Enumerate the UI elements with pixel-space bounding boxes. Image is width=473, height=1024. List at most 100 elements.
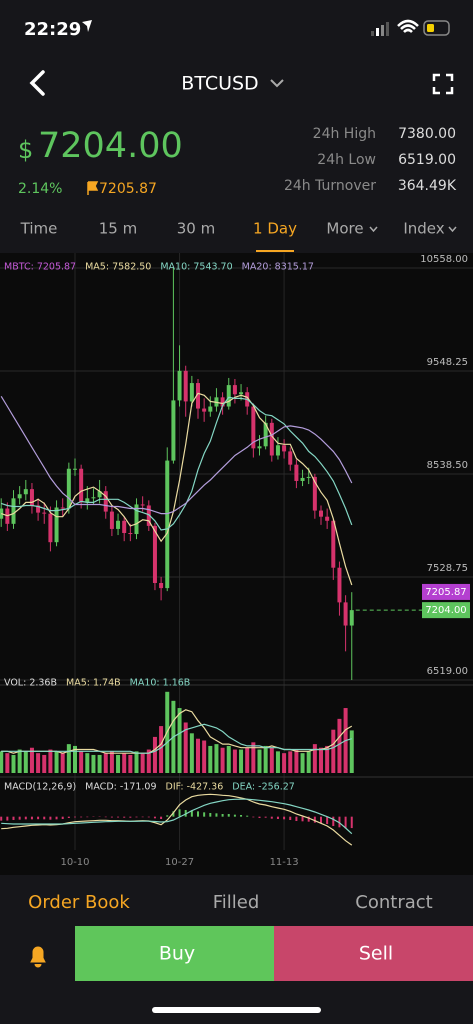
macd-bar — [61, 816, 64, 819]
candle-body — [294, 464, 299, 481]
ma-line — [1, 396, 353, 531]
bottom-tab[interactable]: Filled — [213, 892, 260, 913]
status-time: 22:29 — [24, 19, 81, 40]
indicator-legend: DEA: -256.27 — [232, 782, 295, 793]
candle-body — [54, 507, 59, 543]
bottom-tab[interactable]: Contract — [355, 892, 432, 913]
indicator-legend: DIF: -427.36 — [166, 782, 224, 793]
volume-bar — [331, 729, 336, 773]
buy-label[interactable]: Buy — [159, 943, 195, 965]
volume-bar — [263, 745, 268, 773]
macd-bar — [49, 816, 52, 820]
volume-bar — [251, 742, 256, 773]
candle-body — [11, 498, 16, 524]
tab-caret — [448, 226, 457, 233]
volume-bar — [275, 751, 280, 773]
macd-bar — [55, 816, 58, 820]
candle-body — [91, 497, 96, 499]
indicator-legend: MA5: 1.74B — [66, 678, 121, 689]
last-price: 7204.00 — [38, 126, 183, 166]
macd-bar — [141, 816, 144, 818]
volume-bar — [66, 744, 71, 773]
volume-bar — [134, 751, 139, 773]
alert-bell[interactable] — [30, 946, 46, 968]
volume-bar — [226, 745, 231, 773]
indicator-legend: MA10: 1.16B — [130, 678, 191, 689]
stat-value: 364.49K — [398, 178, 457, 194]
macd-bar — [117, 816, 120, 818]
stat-value: 7380.00 — [398, 126, 456, 142]
macd-bar — [338, 816, 341, 828]
volume-bar — [109, 751, 114, 773]
macd-bar — [209, 813, 212, 817]
mark-price-box — [422, 583, 470, 600]
y-tick-label: 9548.25 — [427, 357, 468, 368]
indicator-legend: MA20: 8315.17 — [242, 262, 314, 273]
candle-body — [337, 567, 342, 603]
symbol-caret[interactable] — [270, 79, 284, 88]
bottom-tab[interactable]: Order Book — [28, 892, 130, 913]
volume-bar — [42, 754, 47, 773]
interval-tab[interactable]: 1 Day — [253, 220, 297, 238]
macd-bar — [43, 816, 46, 820]
volume-ma-line — [1, 723, 352, 754]
volume-bar — [128, 754, 133, 773]
volume-bar — [79, 751, 84, 773]
interval-tab[interactable]: 30 m — [177, 220, 215, 238]
candle-body — [239, 392, 244, 395]
volume-bar — [17, 749, 22, 773]
sell-button[interactable] — [274, 926, 473, 981]
buy-button[interactable] — [75, 926, 274, 981]
battery-level — [427, 24, 434, 32]
macd-bar — [6, 816, 9, 821]
candle-body — [36, 505, 41, 513]
macd-bar — [203, 812, 206, 817]
home-indicator — [152, 1007, 321, 1013]
y-tick-label: 7528.75 — [427, 563, 468, 574]
candle-body — [152, 525, 157, 583]
fullscreen-button[interactable] — [432, 73, 454, 95]
volume-bar — [232, 749, 237, 773]
volume-bar — [294, 749, 299, 773]
candle-body — [325, 516, 330, 521]
candle-body — [232, 385, 237, 395]
candle-body — [85, 498, 90, 503]
interval-tab[interactable]: 15 m — [99, 220, 137, 238]
candle-body — [73, 468, 77, 470]
candle-body — [48, 513, 53, 543]
tab-caret — [369, 226, 378, 233]
volume-bar — [239, 749, 244, 773]
symbol-title[interactable]: BTCUSD — [181, 73, 258, 95]
stats: 24h High 7380.00 24h Low 6519.00 24h Turnove… — [284, 126, 457, 194]
candle-body — [140, 504, 145, 506]
y-tick-label: 8538.50 — [427, 460, 468, 471]
dea-line — [1, 798, 353, 835]
candle-body — [300, 477, 305, 481]
macd-bar — [320, 816, 322, 824]
macd-bar — [221, 814, 224, 817]
macd-bar — [172, 811, 175, 817]
sell-label[interactable]: Sell — [359, 943, 393, 965]
interval-tab[interactable]: Time — [20, 220, 58, 238]
ma-line — [0, 395, 353, 515]
macd-bar — [344, 816, 347, 829]
candle-body — [66, 468, 71, 509]
macd-bar — [30, 816, 33, 820]
macd-bar — [12, 816, 15, 820]
indicator-legend: VOL: 2.36B — [4, 678, 57, 689]
volume-bar — [183, 722, 188, 773]
macd-bar — [246, 815, 249, 817]
back-button[interactable] — [29, 70, 45, 96]
macd-bar — [258, 816, 261, 818]
interval-tab[interactable]: Index — [403, 220, 444, 238]
volume-bar — [116, 754, 121, 773]
volume-bar — [214, 744, 219, 773]
stat-value: 6519.00 — [398, 152, 456, 168]
macd-bar — [283, 816, 286, 820]
candle-body — [128, 533, 133, 535]
interval-tab[interactable]: More — [326, 220, 363, 238]
candle-body — [23, 489, 28, 495]
price-change: 2.14% — [18, 181, 62, 197]
candle-body — [275, 445, 280, 456]
volume-bar — [60, 753, 65, 773]
